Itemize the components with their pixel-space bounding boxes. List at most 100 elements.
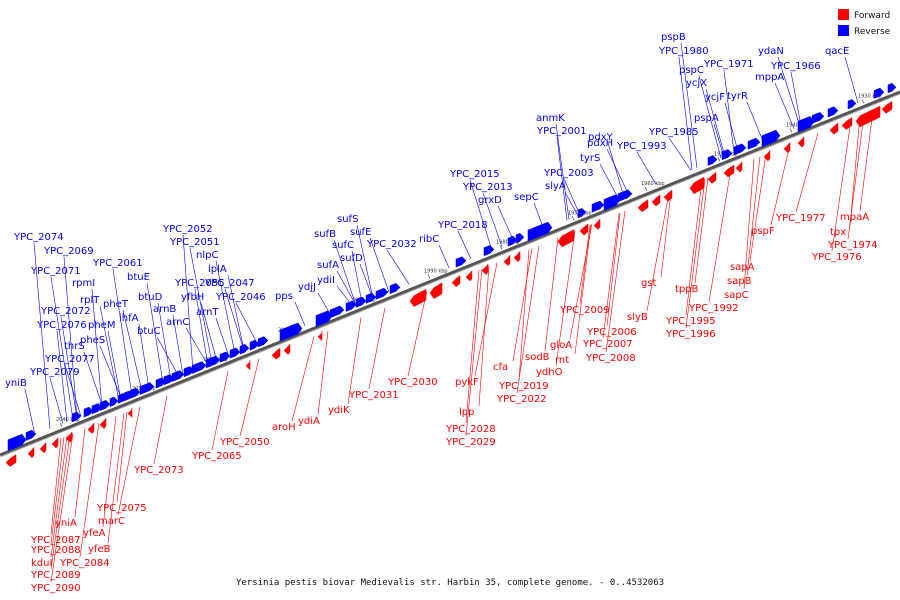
label-leader — [369, 237, 390, 293]
label-leader — [227, 274, 245, 351]
forward-gene-label-rnt: rnt — [555, 355, 569, 366]
label-leader — [847, 114, 865, 240]
label-leader — [99, 345, 123, 400]
label-leader — [99, 305, 120, 402]
label-leader — [705, 88, 726, 157]
label-leader — [347, 317, 362, 405]
forward-gene-label-slyb: slyB — [627, 312, 648, 323]
label-leader — [172, 314, 184, 376]
reverse-gene-label-ypc-1966: YPC_1966 — [770, 61, 821, 72]
label-leader — [49, 377, 64, 424]
reverse-gene-arrow — [617, 189, 633, 203]
reverse-gene-label-btuc: btuC — [137, 326, 161, 337]
label-leader — [777, 56, 801, 127]
label-leader — [606, 148, 630, 196]
forward-gene-label-sodb: sodB — [525, 352, 550, 363]
forward-gene-arrow — [451, 274, 461, 288]
reverse-gene-label-ypc-2015: YPC_2015 — [449, 169, 500, 180]
reverse-gene-arrow — [109, 396, 119, 408]
label-leader — [774, 82, 795, 129]
forward-gene-label-marc: marC — [98, 516, 125, 527]
reverse-gene-label-rplt: rplT — [80, 295, 100, 306]
reverse-gene-arrow — [591, 200, 605, 213]
forward-gene-label-pykf: pykF — [455, 377, 479, 388]
label-leader — [336, 270, 357, 306]
reverse-gene-label-phes: pheS — [80, 335, 105, 346]
label-leader — [317, 330, 329, 416]
label-leader — [849, 116, 861, 227]
scale-tick — [499, 245, 503, 250]
label-leader — [556, 136, 568, 221]
reverse-gene-label-ypc-2079: YPC_2079 — [29, 367, 80, 378]
label-leader — [63, 256, 78, 418]
label-leader — [599, 163, 620, 200]
forward-gene-label-tppb: tppB — [675, 284, 699, 295]
forward-gene-arrow — [707, 171, 717, 184]
label-leader — [146, 282, 164, 384]
label-leader — [602, 213, 620, 339]
reverse-gene-label-arnc: arnC — [166, 317, 189, 328]
label-leader — [351, 250, 363, 304]
label-leader — [215, 317, 230, 357]
forward-gene-label-ypc-1995: YPC_1995 — [665, 316, 716, 327]
label-leader — [749, 154, 767, 262]
legend-reverse: Reverse — [838, 25, 891, 37]
scale-tick-label: 2040 kbp — [56, 417, 80, 423]
reverse-gene-label-ypc-2032: YPC_2032 — [366, 239, 417, 250]
reverse-gene-arrow — [603, 194, 621, 211]
reverse-gene-label-pspa: pspA — [694, 113, 719, 124]
label-leader — [112, 268, 133, 396]
reverse-gene-arrow — [527, 221, 553, 242]
label-leader — [359, 263, 374, 299]
reverse-gene-label-ypc-1993: YPC_1993 — [616, 141, 667, 152]
reverse-gene-label-ypc-1980: YPC_1980 — [658, 46, 709, 57]
reverse-gene-label-sufd: sufD — [340, 253, 363, 264]
forward-gene-arrow — [881, 100, 893, 114]
label-leader — [790, 71, 802, 127]
label-leader — [64, 364, 82, 417]
reverse-gene-label-sufb: sufB — [314, 229, 336, 240]
label-leader — [713, 123, 725, 158]
forward-gene-label-ypc-2084: YPC_2084 — [59, 558, 110, 569]
forward-gene-arrow — [735, 161, 743, 173]
forward-gene-arrow — [481, 263, 489, 275]
forward-gene-label-kdui: kduI — [31, 558, 52, 569]
reverse-gene-arrow — [811, 112, 825, 124]
label-leader — [478, 265, 490, 407]
label-leader — [746, 101, 764, 142]
label-leader — [606, 212, 621, 327]
forward-gene-label-ypc-2028: YPC_2028 — [445, 424, 496, 435]
label-leader — [182, 234, 194, 372]
label-leader — [24, 388, 36, 435]
label-leader — [563, 178, 581, 216]
forward-gene-label-ypc-1992: YPC_1992 — [688, 303, 739, 314]
label-leader — [239, 358, 260, 437]
label-leader — [708, 168, 732, 303]
forward-gene-label-sapc: sapC — [724, 290, 749, 301]
reverse-gene-label-ypc-2052: YPC_2052 — [162, 224, 213, 235]
reverse-gene-label-phem: pheM — [88, 320, 115, 331]
label-leader — [368, 307, 386, 390]
forward-gene-arrow — [557, 229, 575, 248]
forward-gene-arrow — [579, 223, 589, 236]
forward-gene-label-ypc-1974: YPC_1974 — [827, 240, 878, 251]
label-leader — [33, 242, 51, 429]
forward-gene-label-ypc-2009: YPC_2009 — [559, 305, 610, 316]
label-leader — [859, 110, 874, 212]
legend-forward-swatch — [838, 9, 849, 20]
label-leader — [516, 245, 540, 394]
reverse-gene-arrow — [329, 305, 345, 319]
reverse-gene-arrow — [345, 300, 357, 312]
reverse-gene-label-arnt: arnT — [196, 307, 219, 318]
reverse-gene-arrow — [873, 87, 885, 99]
forward-gene-label-cfa: cfa — [493, 362, 508, 373]
label-leader — [60, 316, 78, 418]
forward-gene-label-ypc-2065: YPC_2065 — [191, 451, 242, 462]
reverse-gene-label-ydan: ydaN — [758, 46, 784, 57]
reverse-gene-arrow — [191, 361, 207, 374]
gene-arrows — [5, 82, 897, 467]
forward-gene-arrow — [317, 331, 323, 342]
forward-gene-label-ypc-2087: YPC_2087 — [30, 535, 81, 546]
reverse-gene-label-ypc-2047: YPC_2047 — [204, 278, 255, 289]
